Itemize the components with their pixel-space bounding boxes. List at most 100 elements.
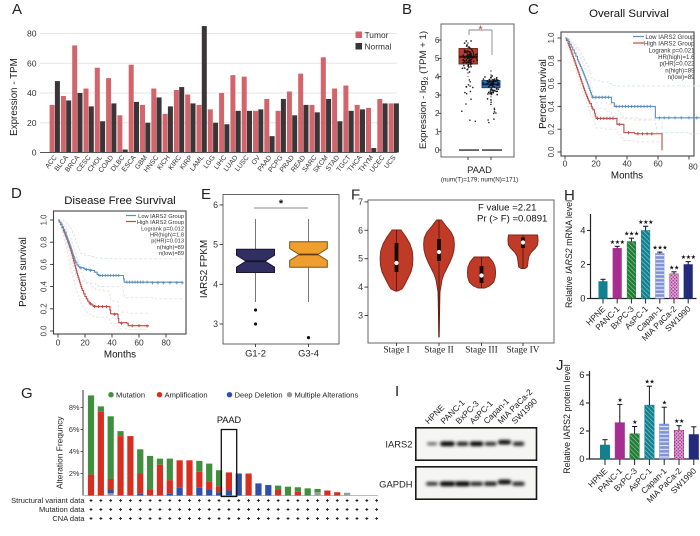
svg-text:4: 4: [580, 225, 585, 236]
svg-text:A: A: [12, 1, 22, 18]
svg-text:Low IARS2 Group: Low IARS2 Group: [645, 34, 695, 41]
svg-text:0: 0: [32, 148, 37, 158]
svg-text:5: 5: [358, 254, 363, 264]
svg-text:0: 0: [579, 453, 584, 464]
svg-text:Normal: Normal: [365, 42, 392, 52]
svg-text:PAAD: PAAD: [217, 415, 242, 425]
svg-text:60: 60: [27, 58, 37, 68]
svg-text:1.0: 1.0: [547, 32, 556, 44]
svg-text:IARS2: IARS2: [385, 439, 412, 450]
svg-text:2: 2: [579, 425, 584, 436]
svg-text:40: 40: [622, 159, 632, 169]
svg-text:HR(high)=1.6: HR(high)=1.6: [658, 54, 695, 61]
svg-text:J: J: [556, 357, 564, 374]
svg-text:★★★: ★★★: [681, 254, 696, 261]
svg-text:High IARS2 Group: High IARS2 Group: [644, 41, 695, 48]
svg-text:0: 0: [435, 145, 440, 155]
svg-text:Logrank p=0.021: Logrank p=0.021: [649, 48, 696, 55]
svg-text:7: 7: [358, 197, 363, 207]
svg-text:Months: Months: [611, 171, 643, 182]
svg-text:0.0: 0.0: [40, 325, 49, 337]
svg-text:F value =2.21: F value =2.21: [478, 203, 536, 214]
svg-text:Disease Free Survival: Disease Free Survival: [64, 195, 175, 207]
svg-text:Alteration Frequncy: Alteration Frequncy: [55, 416, 65, 489]
svg-text:80: 80: [161, 338, 171, 348]
svg-text:20: 20: [80, 338, 90, 348]
svg-text:F: F: [351, 187, 360, 204]
svg-text:60: 60: [134, 338, 144, 348]
svg-text:20: 20: [27, 118, 37, 128]
svg-text:6: 6: [435, 35, 440, 45]
svg-text:(num(T)=179; num(N)=171): (num(T)=179; num(N)=171): [441, 177, 518, 184]
svg-text:Pr (> F) =0.0891: Pr (> F) =0.0891: [477, 214, 547, 225]
svg-text:PAAD: PAAD: [467, 164, 492, 175]
svg-text:0.4: 0.4: [40, 281, 49, 293]
svg-text:6: 6: [213, 200, 218, 210]
svg-text:Expression - log2 (TPM + 1): Expression - log2 (TPM + 1): [418, 31, 430, 149]
svg-text:Tumor: Tumor: [365, 30, 389, 40]
svg-text:n(low)=89: n(low)=89: [159, 251, 184, 257]
svg-text:★★★: ★★★: [638, 219, 653, 226]
svg-text:2: 2: [435, 108, 440, 118]
svg-text:n(low)=89: n(low)=89: [668, 74, 696, 81]
svg-text:p(HR)=0.013: p(HR)=0.013: [151, 239, 184, 245]
svg-text:Stage II: Stage II: [424, 346, 453, 356]
svg-text:8%: 8%: [69, 403, 80, 412]
svg-text:Amplification: Amplification: [165, 391, 208, 400]
svg-text:G1-2: G1-2: [245, 348, 266, 359]
svg-text:4: 4: [213, 279, 218, 289]
svg-text:n(high)=89: n(high)=89: [665, 67, 695, 74]
svg-text:B: B: [402, 1, 412, 18]
svg-text:Multiple Alterations: Multiple Alterations: [295, 391, 359, 400]
svg-text:6: 6: [579, 369, 584, 380]
svg-text:High IARS2 Group: High IARS2 Group: [137, 220, 184, 226]
svg-text:★★: ★★: [669, 264, 679, 271]
svg-text:Low IARS2 Group: Low IARS2 Group: [138, 214, 184, 220]
svg-text:Overall Survival: Overall Survival: [589, 8, 669, 20]
svg-text:0: 0: [580, 293, 585, 304]
svg-text:6%: 6%: [69, 425, 80, 434]
svg-text:★: ★: [632, 419, 637, 426]
svg-text:★: ★: [617, 397, 622, 404]
svg-text:★: ★: [662, 400, 667, 407]
svg-text:80: 80: [27, 29, 37, 39]
svg-text:*: *: [279, 198, 284, 210]
svg-text:0.2: 0.2: [40, 303, 49, 314]
svg-text:4: 4: [358, 282, 363, 292]
svg-text:Expression - TPM: Expression - TPM: [9, 58, 20, 136]
svg-text:4%: 4%: [69, 447, 80, 456]
svg-text:6: 6: [358, 225, 363, 235]
svg-text:0.6: 0.6: [40, 259, 49, 270]
svg-text:20: 20: [591, 159, 601, 169]
svg-text:★★★: ★★★: [610, 239, 625, 246]
svg-text:1.0: 1.0: [40, 214, 49, 226]
svg-text:Mutation: Mutation: [116, 391, 145, 400]
svg-text:★★: ★★: [674, 418, 684, 425]
svg-text:2%: 2%: [69, 469, 80, 478]
svg-text:0: 0: [56, 338, 61, 348]
svg-text:4: 4: [579, 397, 584, 408]
svg-text:0.8: 0.8: [40, 237, 49, 248]
svg-text:3: 3: [358, 311, 363, 321]
svg-text:H: H: [564, 187, 575, 204]
svg-text:4: 4: [435, 71, 440, 81]
svg-text:HR(high)=1.8: HR(high)=1.8: [150, 233, 184, 239]
svg-text:*: *: [478, 24, 483, 36]
svg-text:★★★: ★★★: [624, 231, 639, 238]
svg-text:3: 3: [435, 90, 440, 100]
svg-text:I: I: [395, 383, 399, 400]
svg-text:n(high)=89: n(high)=89: [157, 245, 184, 251]
svg-text:80: 80: [688, 162, 698, 172]
svg-text:2: 2: [580, 259, 585, 270]
svg-text:Structural variant data: Structural variant data: [11, 496, 85, 505]
svg-text:Relative IARS2 mRNA level: Relative IARS2 mRNA level: [564, 200, 574, 308]
svg-text:★★★: ★★★: [652, 245, 667, 252]
svg-text:5: 5: [435, 53, 440, 63]
svg-text:OV: OV: [251, 154, 263, 166]
svg-text:Relative IARS2 protein level: Relative IARS2 protein level: [562, 364, 572, 474]
svg-text:E: E: [201, 186, 211, 203]
svg-text:G3-4: G3-4: [298, 348, 319, 359]
svg-text:0.6: 0.6: [547, 78, 556, 89]
svg-text:Percent survival: Percent survival: [538, 59, 549, 129]
svg-text:G: G: [21, 385, 33, 402]
